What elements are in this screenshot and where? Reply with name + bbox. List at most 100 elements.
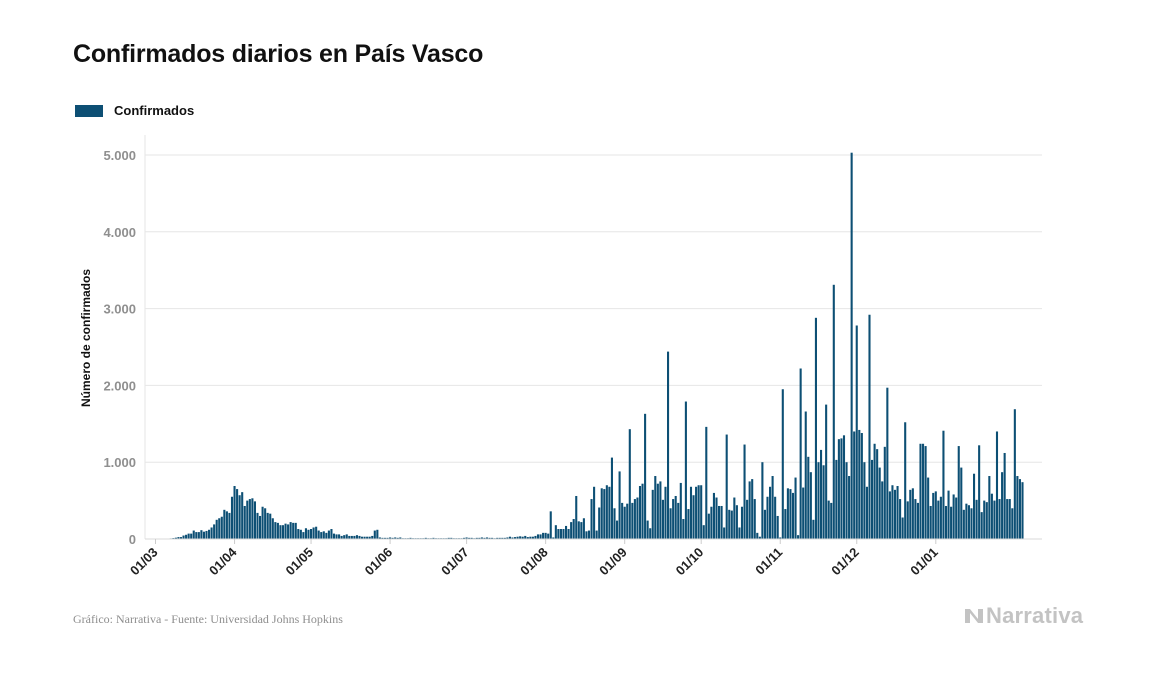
bar <box>947 490 950 539</box>
bar <box>881 481 884 539</box>
bar <box>567 529 570 539</box>
bar <box>238 495 241 539</box>
bar <box>276 522 279 539</box>
bar <box>197 532 200 539</box>
bar <box>784 509 787 539</box>
bar <box>424 537 427 539</box>
bar <box>514 537 517 539</box>
bar <box>748 481 751 539</box>
bar <box>753 499 756 539</box>
bar <box>511 537 514 539</box>
bar <box>735 505 738 539</box>
bar <box>524 535 527 539</box>
bar <box>330 529 333 539</box>
bar <box>743 444 746 539</box>
gridlines <box>144 135 1042 539</box>
bar <box>480 537 483 539</box>
bar <box>223 509 226 539</box>
bar <box>310 529 313 539</box>
bar <box>712 492 715 539</box>
bar <box>771 476 774 539</box>
x-tick-label: 01/01 <box>907 545 941 579</box>
bar <box>766 496 769 539</box>
bar <box>210 527 213 539</box>
bar <box>932 492 935 539</box>
bar <box>891 485 894 539</box>
bar <box>587 530 591 539</box>
bar <box>1011 508 1014 539</box>
brand-name: Narrativa <box>986 603 1084 628</box>
bar <box>899 499 902 539</box>
bar <box>809 472 812 539</box>
bar <box>208 529 211 539</box>
bar <box>837 439 840 539</box>
bar <box>192 530 195 539</box>
bar <box>641 483 644 539</box>
bar <box>559 529 562 539</box>
bar <box>957 446 960 539</box>
bar <box>353 535 356 539</box>
bar <box>990 493 993 539</box>
bar <box>363 536 366 539</box>
bar <box>289 522 292 539</box>
x-axis-ticks: 01/03 01/04 01/05 01/06 01/07 01/08 01/09 01/10… <box>127 539 941 578</box>
bar <box>593 486 596 539</box>
bar <box>618 471 621 539</box>
bar <box>261 506 264 539</box>
bar <box>626 503 629 539</box>
bar <box>582 518 585 539</box>
bar <box>312 527 315 539</box>
bar <box>185 534 188 539</box>
bar <box>1018 479 1021 539</box>
bar <box>519 536 522 539</box>
bar <box>983 500 986 539</box>
bar <box>366 536 369 539</box>
bar <box>965 503 968 539</box>
bar <box>544 532 547 539</box>
bar <box>927 477 930 539</box>
y-axis-label: Número de confirmados <box>79 269 93 407</box>
bar <box>937 500 940 539</box>
bar <box>373 530 376 539</box>
bar <box>789 489 792 539</box>
x-tick-label: 01/08 <box>517 545 551 579</box>
bar <box>483 537 486 539</box>
bar <box>468 537 471 539</box>
bar <box>980 512 983 539</box>
bar <box>279 525 282 539</box>
y-tick-label: 0 <box>129 532 136 547</box>
x-tick-label: 01/04 <box>206 544 240 578</box>
bar <box>534 535 537 539</box>
bar <box>391 537 394 539</box>
bar <box>603 489 606 539</box>
bar <box>896 486 899 539</box>
bar <box>187 533 190 539</box>
bar <box>848 476 851 539</box>
bar <box>725 434 728 539</box>
y-axis-ticks: 0 1.000 2.000 3.000 4.000 5.000 <box>103 148 136 547</box>
bar <box>842 435 846 539</box>
bar <box>692 495 695 539</box>
bar <box>781 389 784 539</box>
bar <box>521 536 524 539</box>
bar <box>218 518 221 539</box>
bar <box>348 535 351 539</box>
bar <box>876 449 879 539</box>
bar <box>791 492 795 539</box>
bar <box>689 486 693 539</box>
bar <box>858 429 861 539</box>
bar <box>399 537 402 539</box>
bar <box>470 537 473 539</box>
bar <box>297 529 300 539</box>
bar <box>820 449 823 539</box>
bar <box>1003 452 1006 539</box>
bar <box>478 537 481 539</box>
bar <box>580 522 583 539</box>
bar <box>674 495 677 539</box>
bar <box>651 489 654 539</box>
x-tick-label: 01/10 <box>673 545 707 579</box>
bar <box>707 513 710 539</box>
bar <box>998 499 1001 539</box>
bar <box>526 537 529 539</box>
bar <box>292 522 295 539</box>
